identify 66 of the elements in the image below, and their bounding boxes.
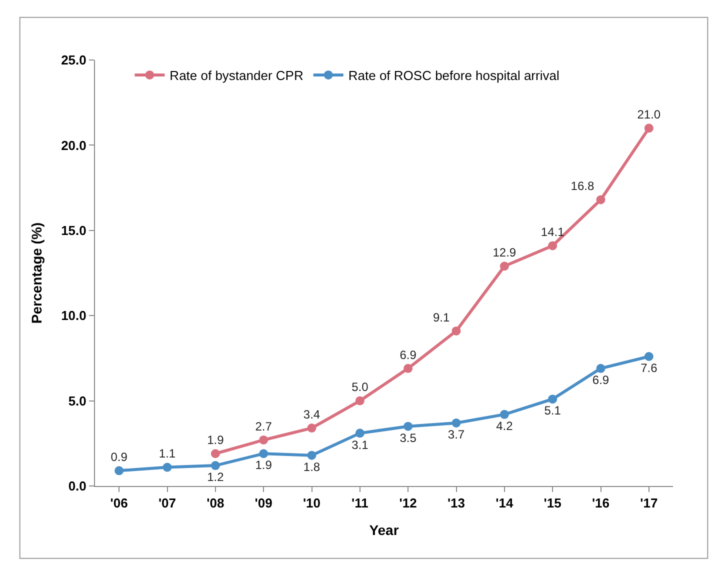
data-label: 3.1: [352, 438, 369, 452]
y-tick-label: 15.0: [61, 222, 86, 238]
data-label: 5.0: [352, 380, 369, 394]
data-label: 3.7: [448, 428, 465, 442]
data-label: 1.8: [303, 460, 320, 474]
y-tick-label: 0.0: [68, 478, 86, 494]
point: [548, 241, 558, 250]
point: [259, 435, 268, 444]
point: [452, 418, 461, 428]
point: [307, 424, 316, 433]
y-axis-title: Percentage (%): [28, 222, 45, 324]
point: [404, 364, 413, 373]
x-tick-label: '11: [352, 496, 368, 511]
x-axis-title: Year: [369, 522, 400, 538]
data-label: 1.1: [158, 446, 176, 461]
x-tick-label: '12: [399, 496, 417, 511]
data-label: 14.1: [540, 225, 565, 240]
x-tick-label: '07: [158, 496, 176, 511]
legend-label: Rate of bystander CPR: [170, 68, 304, 84]
data-label: 6.9: [592, 373, 610, 388]
point: [596, 364, 606, 373]
x-tick-label: '14: [496, 496, 514, 511]
data-label: 4.2: [496, 419, 514, 434]
data-label: 3.5: [400, 430, 417, 445]
data-label: 21.0: [637, 108, 661, 122]
data-label: 2.7: [255, 419, 272, 434]
y-tick-label: 5.0: [68, 393, 86, 408]
point: [210, 461, 220, 470]
data-label: 7.6: [640, 361, 658, 376]
point: [307, 450, 316, 460]
data-label: 1.2: [207, 470, 224, 484]
x-tick-label: '17: [640, 496, 658, 511]
point: [548, 394, 558, 404]
x-tick-label: '13: [447, 496, 466, 511]
y-tick-label: 25.0: [61, 52, 86, 68]
x-tick-label: '08: [206, 496, 224, 511]
x-tick-label: '06: [110, 496, 128, 511]
y-tick-label: 10.0: [61, 308, 86, 324]
point: [210, 449, 220, 458]
data-label: 1.9: [207, 432, 224, 447]
x-tick-label: '15: [544, 496, 562, 511]
point: [500, 410, 509, 419]
point: [259, 449, 268, 458]
point: [404, 422, 413, 431]
point: [644, 352, 654, 361]
data-label: 9.1: [432, 310, 450, 324]
data-label: 16.8: [570, 179, 594, 194]
point: [596, 195, 606, 204]
data-label: 0.9: [110, 450, 128, 464]
data-label: 6.9: [400, 348, 417, 362]
x-tick-label: '09: [254, 496, 272, 511]
data-label: 5.1: [544, 404, 562, 418]
y-tick-label: 20.0: [61, 138, 86, 153]
point: [355, 396, 364, 406]
data-label: 12.9: [492, 246, 516, 260]
x-tick-label: '10: [302, 496, 321, 511]
legend-label: Rate of ROSC before hospital arrival: [348, 68, 560, 84]
x-tick-label: '16: [592, 496, 610, 511]
point: [162, 462, 172, 472]
data-label: 3.4: [303, 407, 320, 422]
point: [500, 262, 509, 271]
point: [452, 326, 461, 336]
point: [644, 124, 654, 133]
point: [114, 466, 124, 476]
point: [355, 428, 364, 438]
data-label: 1.9: [255, 458, 272, 472]
